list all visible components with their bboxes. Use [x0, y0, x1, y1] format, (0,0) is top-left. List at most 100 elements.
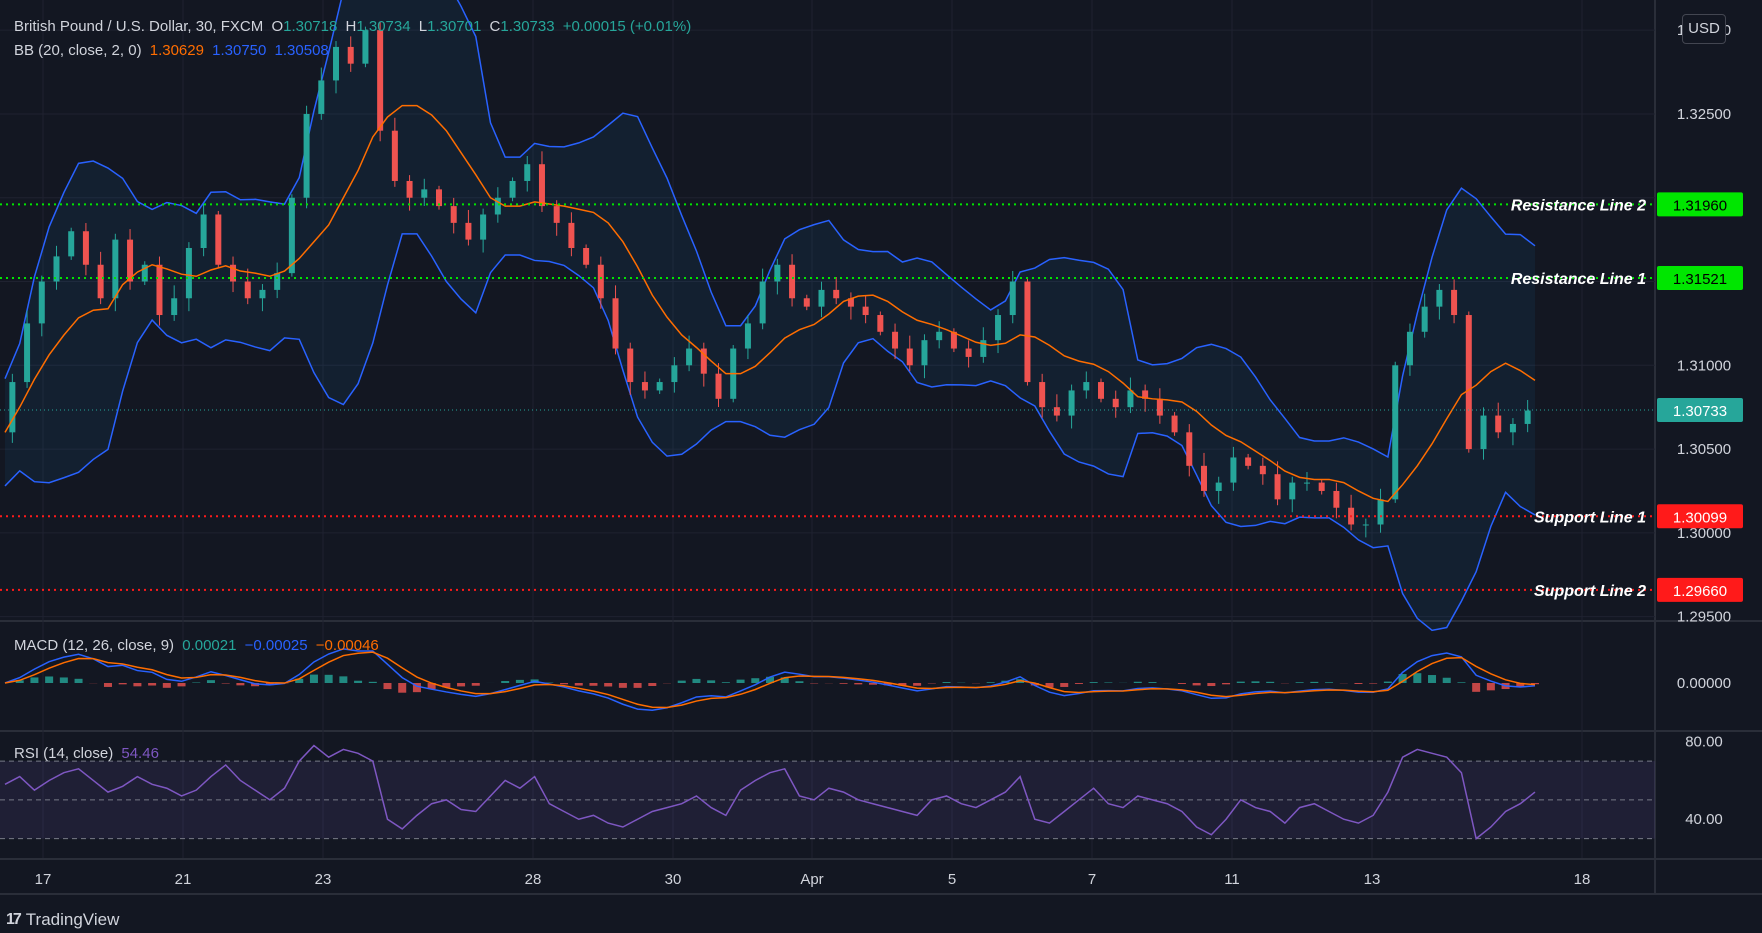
macd-hist-bar	[1442, 677, 1451, 683]
candle-body	[803, 298, 810, 307]
macd-hist-bar	[1148, 682, 1157, 683]
candle-body	[1112, 398, 1119, 408]
macd-hist-bar	[236, 683, 245, 686]
candle-body	[1127, 390, 1134, 408]
rsi-legend: RSI (14, close) 54.46	[14, 745, 163, 762]
price-change: +0.00015 (+0.01%)	[562, 18, 692, 35]
candle-body	[789, 264, 796, 299]
candle-body	[1156, 398, 1163, 416]
macd-hist-bar	[618, 683, 627, 688]
currency-button[interactable]: USD	[1682, 14, 1726, 44]
macd-hist-bar	[1266, 681, 1275, 683]
candle-body	[421, 189, 428, 198]
candle-body	[583, 248, 590, 265]
candle-body	[112, 239, 119, 299]
candle-body	[1406, 331, 1413, 366]
candle-body	[68, 231, 75, 257]
tradingview-logo[interactable]: 17 TradingView	[6, 910, 119, 930]
macd-tick-label: 0.00000	[1677, 675, 1731, 692]
candle-body	[1436, 289, 1443, 307]
candle-body	[1083, 382, 1090, 391]
candle-body	[1392, 365, 1399, 500]
macd-hist-bar	[118, 683, 127, 685]
candle-body	[1098, 382, 1105, 399]
macd-hist-bar	[795, 681, 804, 683]
x-tick-label: 30	[665, 871, 682, 888]
candle-body	[288, 197, 295, 274]
candle-body	[627, 348, 634, 383]
ohlc-close-value: 1.30733	[500, 18, 555, 35]
macd-hist-bar	[324, 674, 333, 683]
level-label: Resistance Line 2	[1511, 197, 1646, 214]
ohlc-open-label: O	[271, 18, 284, 35]
candle-body	[1333, 490, 1340, 508]
candle-body	[980, 340, 987, 357]
x-tick-label: 23	[315, 871, 332, 888]
macd-hist-bar	[898, 683, 907, 686]
candle-body	[1259, 465, 1266, 475]
candle-body	[774, 264, 781, 282]
ohlc-high-label: H	[345, 18, 357, 35]
candle-body	[1009, 281, 1016, 316]
macd-hist-bar	[59, 677, 68, 683]
last-price-tag	[1657, 398, 1743, 423]
tradingview-icon: 17	[6, 911, 22, 928]
macd-hist-bar	[206, 680, 215, 683]
macd-hist-bar	[868, 683, 877, 685]
price-tick-label: 1.29500	[1677, 609, 1731, 626]
x-tick-label: 13	[1364, 871, 1381, 888]
macd-hist-bar	[780, 677, 789, 683]
macd-hist-bar	[1369, 683, 1378, 684]
candle-body	[1039, 382, 1046, 408]
x-tick-label: 5	[948, 871, 956, 888]
macd-hist-bar	[942, 682, 951, 683]
candle-body	[833, 289, 840, 299]
candle-body	[656, 382, 663, 391]
macd-signal-line	[4, 651, 1536, 709]
macd-hist-bar	[986, 682, 995, 683]
macd-hist-bar	[133, 683, 142, 687]
candle-body	[1186, 432, 1193, 466]
macd-hist-bar	[692, 678, 701, 683]
candle-body	[877, 315, 884, 332]
candle-body	[641, 382, 648, 391]
bb-lower-value: 1.30508	[274, 42, 329, 59]
candle-body	[200, 214, 207, 248]
candle-body	[1362, 524, 1369, 526]
macd-hist-bar	[1531, 683, 1539, 685]
candle-body	[1524, 410, 1531, 424]
macd-hist-bar	[1516, 683, 1525, 687]
macd-hist-bar	[295, 678, 304, 683]
candle-body	[1509, 423, 1516, 433]
candle-body	[995, 315, 1002, 341]
macd-hist-bar	[1457, 682, 1466, 683]
macd-hist-bar	[251, 683, 260, 687]
macd-hist-bar	[162, 683, 171, 688]
candle-body	[1024, 281, 1031, 383]
macd-hist-bar	[604, 683, 613, 687]
candle-body	[509, 180, 516, 198]
candle-body	[1142, 390, 1149, 399]
candle-body	[950, 331, 957, 349]
candle-body	[53, 256, 60, 282]
candle-body	[1245, 457, 1252, 466]
macd-hist-bar	[633, 683, 642, 688]
macd-hist-bar	[707, 680, 716, 683]
candle-body	[715, 373, 722, 399]
bb-band-fill	[5, 0, 1535, 631]
macd-hist-bar	[1089, 682, 1098, 683]
macd-hist-bar	[883, 683, 892, 686]
macd-hist-bar	[1251, 681, 1260, 683]
bb-basis-value: 1.30629	[149, 42, 204, 59]
candle-body	[465, 222, 472, 240]
macd-hist-bar	[383, 683, 392, 690]
macd-hist-bar	[854, 683, 863, 685]
macd-hist-bar	[1133, 681, 1142, 683]
rsi-tick-label: 80.00	[1685, 734, 1723, 751]
macd-hist-bar	[148, 683, 157, 686]
macd-hist-bar	[839, 683, 848, 684]
macd-hist-bar	[1472, 683, 1481, 692]
candle-body	[24, 323, 31, 383]
macd-hist-bar	[1295, 682, 1304, 683]
